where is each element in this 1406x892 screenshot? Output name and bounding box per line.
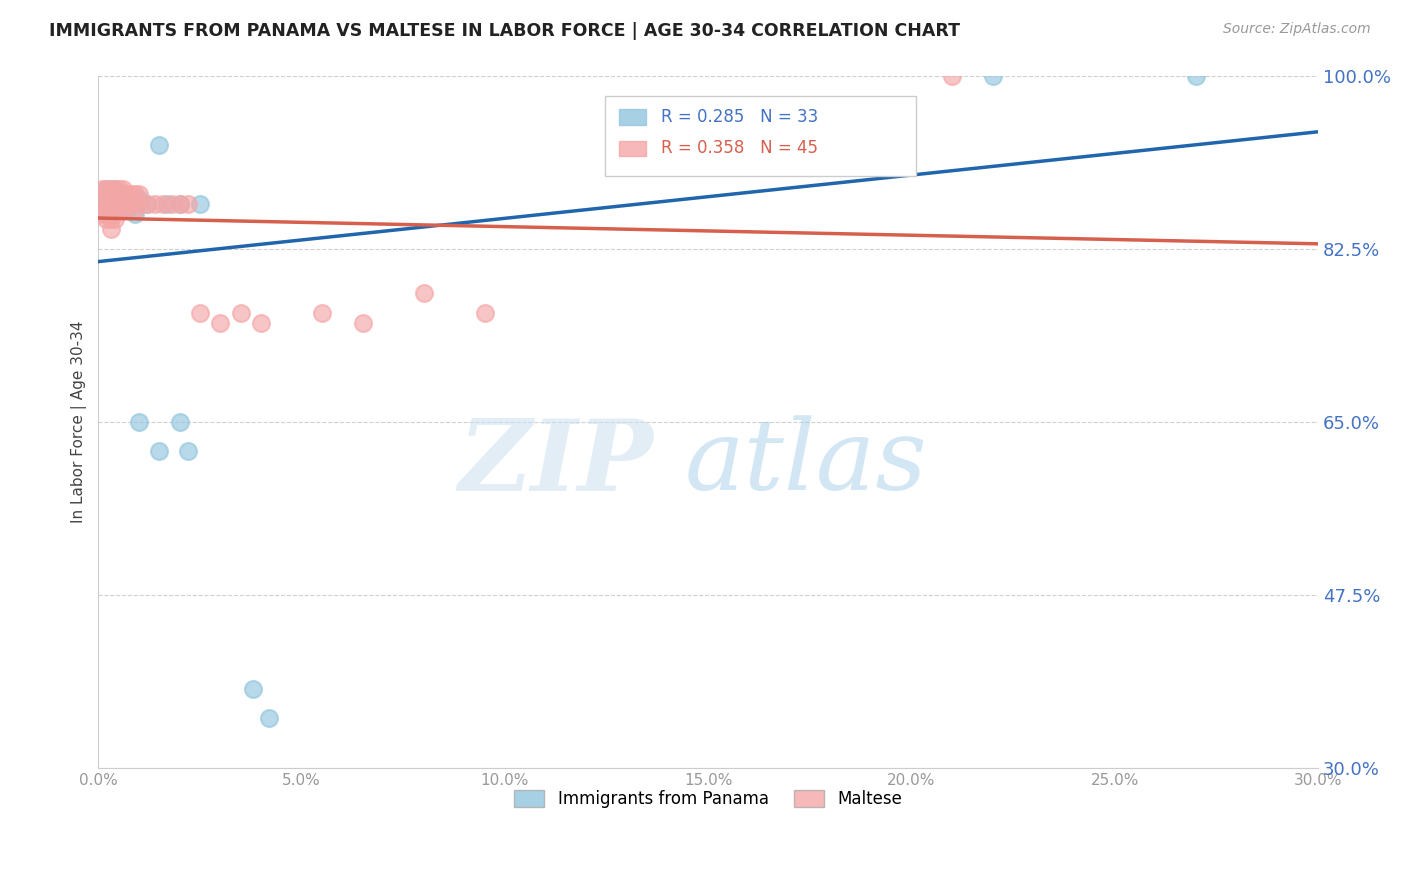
FancyBboxPatch shape [619,141,645,156]
Point [169,197,191,211]
Point [96,182,118,196]
Point [96,192,118,206]
Point [100,222,122,236]
Point [120,187,142,202]
Point [128,197,150,211]
Point [91,187,114,202]
Point [111,197,134,211]
Point [100,211,122,226]
Point [100,182,122,196]
Point [100,207,122,221]
Point [104,182,127,196]
Point [250,316,273,330]
Point [136,197,159,211]
Point [124,202,146,216]
Point [169,197,191,211]
Point [96,202,118,216]
Point [352,316,374,330]
Legend: Immigrants from Panama, Maltese: Immigrants from Panama, Maltese [508,783,908,815]
Point [91,192,114,206]
Text: atlas: atlas [685,416,927,511]
Point [100,182,122,196]
Point [169,415,191,429]
Point [96,182,118,196]
Point [111,202,134,216]
Text: R = 0.358   N = 45: R = 0.358 N = 45 [661,139,818,157]
Point [107,197,129,211]
Point [143,197,166,211]
Point [152,197,174,211]
Point [160,197,183,211]
Point [111,192,134,206]
Point [128,415,150,429]
Point [148,137,170,152]
Text: R = 0.285   N = 33: R = 0.285 N = 33 [661,108,818,126]
Point [311,306,333,320]
Y-axis label: In Labor Force | Age 30-34: In Labor Force | Age 30-34 [72,320,87,523]
Point [124,207,146,221]
Point [188,306,211,320]
Point [128,192,150,206]
Point [104,192,127,206]
Point [96,211,118,226]
FancyBboxPatch shape [619,110,645,125]
Point [107,192,129,206]
Point [412,286,434,301]
Point [209,316,232,330]
Text: ZIP: ZIP [458,415,654,511]
Point [981,69,1004,83]
Point [107,202,129,216]
Point [229,306,252,320]
Point [91,192,114,206]
Point [115,192,138,206]
Point [120,197,142,211]
Point [100,192,122,206]
Point [104,182,127,196]
Point [115,202,138,216]
Point [124,187,146,202]
Point [120,197,142,211]
Text: IMMIGRANTS FROM PANAMA VS MALTESE IN LABOR FORCE | AGE 30-34 CORRELATION CHART: IMMIGRANTS FROM PANAMA VS MALTESE IN LAB… [49,22,960,40]
Point [111,187,134,202]
Point [136,197,159,211]
Point [128,187,150,202]
Point [96,207,118,221]
Point [1185,69,1208,83]
Point [104,211,127,226]
Point [177,197,200,211]
Point [91,182,114,196]
Point [107,187,129,202]
Point [100,202,122,216]
Point [474,306,496,320]
Point [104,202,127,216]
Point [91,207,114,221]
Point [115,187,138,202]
Point [148,444,170,458]
Point [107,182,129,196]
Text: Source: ZipAtlas.com: Source: ZipAtlas.com [1223,22,1371,37]
FancyBboxPatch shape [605,96,915,176]
Point [96,192,118,206]
Point [115,197,138,211]
Point [177,444,200,458]
Point [100,197,122,211]
Point [111,182,134,196]
Point [104,192,127,206]
Point [188,197,211,211]
Point [242,681,264,696]
Point [257,711,280,725]
Point [156,197,179,211]
Point [100,192,122,206]
Point [941,69,963,83]
